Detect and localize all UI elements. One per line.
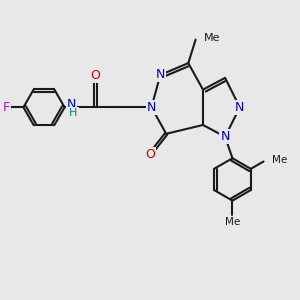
Text: H: H (69, 108, 78, 118)
Text: F: F (3, 101, 10, 114)
Text: N: N (156, 68, 165, 81)
Text: N: N (220, 130, 230, 143)
Text: Me: Me (225, 217, 240, 227)
Text: Me: Me (272, 155, 287, 165)
Text: N: N (147, 101, 156, 114)
Text: Me: Me (204, 33, 220, 43)
Text: O: O (91, 69, 100, 82)
Text: N: N (235, 101, 244, 114)
Text: N: N (67, 98, 76, 111)
Text: O: O (145, 148, 155, 161)
